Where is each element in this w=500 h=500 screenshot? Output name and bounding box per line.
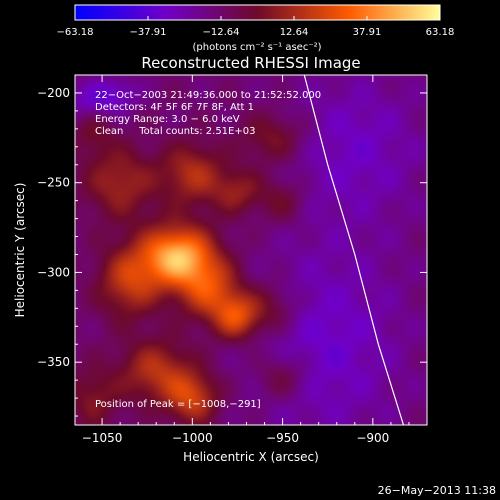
- colorbar-tick-label: 12.64: [280, 27, 309, 38]
- x-tick-label: −950: [266, 431, 299, 445]
- annotation-detectors: Detectors: 4F 5F 6F 7F 8F, Att 1: [95, 102, 254, 113]
- chart-title: Reconstructed RHESSI Image: [141, 54, 360, 72]
- annotation-counts: Clean Total counts: 2.51E+03: [95, 126, 255, 137]
- colorbar-tick-label: −37.91: [129, 27, 166, 38]
- y-tick-label: −200: [37, 86, 70, 100]
- colorbar-units: (photons cm⁻² s⁻¹ asec⁻²): [192, 42, 321, 53]
- y-axis-label: Heliocentric Y (arcsec): [13, 183, 27, 318]
- x-axis-label: Heliocentric X (arcsec): [183, 450, 319, 464]
- colorbar-gradient: [74, 4, 441, 21]
- annotation-time: 22−Oct−2003 21:49:36.000 to 21:52:52.000: [95, 90, 321, 101]
- colorbar-ticks: −63.18 −37.91 −12.64 12.64 37.91 63.18: [56, 16, 454, 38]
- colorbar-tick-label: −63.18: [56, 27, 93, 38]
- y-tick-label: −350: [37, 355, 70, 369]
- peak-position-label: Position of Peak = [−1008,−291]: [95, 399, 261, 410]
- colorbar-tick-label: 63.18: [426, 27, 455, 38]
- y-tick-label: −250: [37, 176, 70, 190]
- x-tick-label: −900: [356, 431, 389, 445]
- annotations: 22−Oct−2003 21:49:36.000 to 21:52:52.000…: [95, 90, 321, 410]
- annotation-energy: Energy Range: 3.0 − 6.0 keV: [95, 114, 240, 125]
- colorbar: −63.18 −37.91 −12.64 12.64 37.91 63.18 (photo…: [56, 4, 454, 53]
- colorbar-tick-label: 37.91: [353, 27, 382, 38]
- footer-date: 26−May−2013 11:38: [378, 484, 496, 497]
- x-tick-label: −1050: [82, 431, 123, 445]
- heatmap-image: [75, 75, 427, 425]
- solar-limb-line: [303, 75, 405, 425]
- x-tick-label: −1000: [172, 431, 213, 445]
- y-tick-label: −300: [37, 265, 70, 279]
- heatmap-area: [75, 75, 427, 425]
- colorbar-tick-label: −12.64: [202, 27, 239, 38]
- axis-ticks: −1050 −1000 −950 −900 −200 −250 −300 −350: [37, 74, 427, 445]
- plot-frame: [74, 74, 428, 426]
